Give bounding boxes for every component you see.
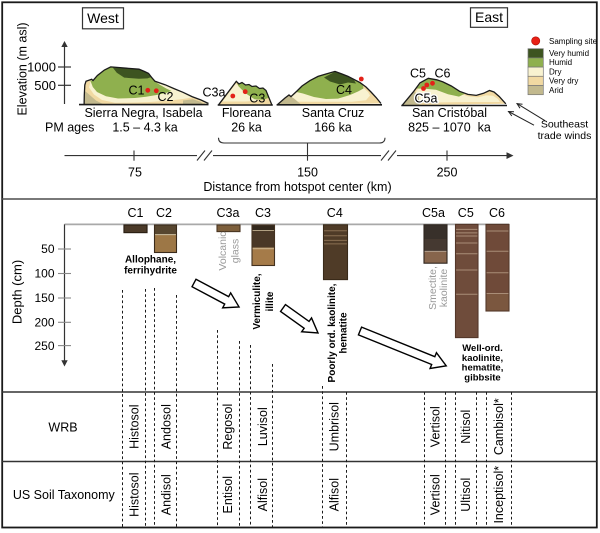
svg-text:Entisol: Entisol <box>221 476 235 514</box>
svg-text:C2: C2 <box>156 206 172 220</box>
svg-text:Andisol: Andisol <box>159 474 173 515</box>
svg-text:50: 50 <box>41 242 55 256</box>
svg-text:Inceptisol*: Inceptisol* <box>492 466 506 524</box>
svg-text:Distance from hotspot center (: Distance from hotspot center (km) <box>203 180 391 194</box>
svg-text:C3a: C3a <box>217 206 240 220</box>
svg-text:hematite: hematite <box>339 312 350 354</box>
svg-text:Alfisol: Alfisol <box>327 478 341 511</box>
svg-text:Santa Cruz: Santa Cruz <box>302 106 365 120</box>
svg-text:WRB: WRB <box>48 421 77 435</box>
svg-text:Vertisol: Vertisol <box>428 474 442 515</box>
svg-text:C1: C1 <box>128 206 144 220</box>
svg-text:C3a: C3a <box>203 86 226 100</box>
svg-text:Smectite,: Smectite, <box>427 266 439 310</box>
svg-text:250: 250 <box>437 166 458 180</box>
svg-text:ferrihydrite: ferrihydrite <box>124 266 177 277</box>
svg-text:150: 150 <box>34 291 54 305</box>
svg-text:East: East <box>475 9 503 25</box>
svg-text:150: 150 <box>297 166 318 180</box>
svg-text:26 ka: 26 ka <box>231 121 262 135</box>
svg-text:Ultisol: Ultisol <box>459 478 473 512</box>
svg-text:C3: C3 <box>249 92 265 106</box>
svg-text:kaolinite,: kaolinite, <box>462 353 503 364</box>
svg-text:Elevation (m asl): Elevation (m asl) <box>15 22 29 115</box>
svg-text:C4: C4 <box>336 83 352 97</box>
svg-text:200: 200 <box>34 316 54 330</box>
svg-text:Very dry: Very dry <box>549 77 578 86</box>
svg-text:C5a: C5a <box>422 206 445 220</box>
svg-text:Very humid: Very humid <box>549 49 589 58</box>
svg-text:West: West <box>87 10 119 26</box>
svg-text:Allophane,: Allophane, <box>125 255 176 266</box>
svg-text:C5: C5 <box>458 206 474 220</box>
svg-text:Histosol: Histosol <box>127 404 141 448</box>
svg-text:1000: 1000 <box>27 60 56 75</box>
svg-text:C6: C6 <box>489 206 505 220</box>
svg-text:Dry: Dry <box>549 67 561 76</box>
svg-text:C1: C1 <box>129 84 145 98</box>
svg-text:Regosol: Regosol <box>221 404 235 450</box>
svg-text:PM ages: PM ages <box>45 121 94 135</box>
svg-text:Floreana: Floreana <box>222 106 271 120</box>
svg-text:825 – 1070 ka: 825 – 1070 ka <box>408 121 491 135</box>
svg-text:C2: C2 <box>158 90 174 104</box>
svg-text:Southeast: Southeast <box>541 119 588 131</box>
svg-text:C5a: C5a <box>415 92 438 106</box>
svg-text:250: 250 <box>34 339 54 353</box>
svg-text:Sierra Negra, Isabela: Sierra Negra, Isabela <box>84 106 202 120</box>
svg-text:1.5 – 4.3 ka: 1.5 – 4.3 ka <box>112 121 177 135</box>
svg-text:Vertisol: Vertisol <box>428 406 442 447</box>
svg-text:Umbrisol: Umbrisol <box>327 402 341 451</box>
svg-text:kaolinite: kaolinite <box>438 269 450 308</box>
svg-text:75: 75 <box>128 166 142 180</box>
svg-text:Luvisol: Luvisol <box>256 407 270 446</box>
svg-text:C5: C5 <box>410 67 426 81</box>
svg-text:Alfisol: Alfisol <box>256 478 270 511</box>
svg-text:Sampling site: Sampling site <box>549 37 598 46</box>
svg-text:500: 500 <box>34 78 56 93</box>
svg-text:C6: C6 <box>435 67 451 81</box>
svg-text:Volcanic: Volcanic <box>217 231 229 270</box>
svg-text:Poorly ord. kaolinite,: Poorly ord. kaolinite, <box>327 283 338 382</box>
svg-text:Cambisol*: Cambisol* <box>492 398 506 455</box>
svg-text:gibbsite: gibbsite <box>464 372 500 383</box>
svg-text:100: 100 <box>34 267 54 281</box>
svg-text:Arid: Arid <box>549 86 563 95</box>
svg-text:Humid: Humid <box>549 58 572 67</box>
svg-text:166 ka: 166 ka <box>314 121 352 135</box>
svg-text:Nitisol: Nitisol <box>459 410 473 444</box>
svg-text:glass: glass <box>230 239 242 264</box>
svg-text:C3: C3 <box>255 206 271 220</box>
svg-text:illite: illite <box>265 291 276 311</box>
svg-text:trade winds: trade winds <box>538 130 592 142</box>
svg-text:Vermiculite,: Vermiculite, <box>252 273 263 329</box>
svg-text:Histosol: Histosol <box>127 472 141 516</box>
svg-text:Well-ord.: Well-ord. <box>462 343 502 354</box>
svg-text:C4: C4 <box>327 206 343 220</box>
svg-text:Andosol: Andosol <box>159 404 173 449</box>
svg-text:Depth (cm): Depth (cm) <box>10 260 25 324</box>
svg-text:hematite,: hematite, <box>462 363 504 374</box>
svg-text:US Soil Taxonomy: US Soil Taxonomy <box>13 488 116 502</box>
svg-text:San Cristóbal: San Cristóbal <box>412 106 487 120</box>
